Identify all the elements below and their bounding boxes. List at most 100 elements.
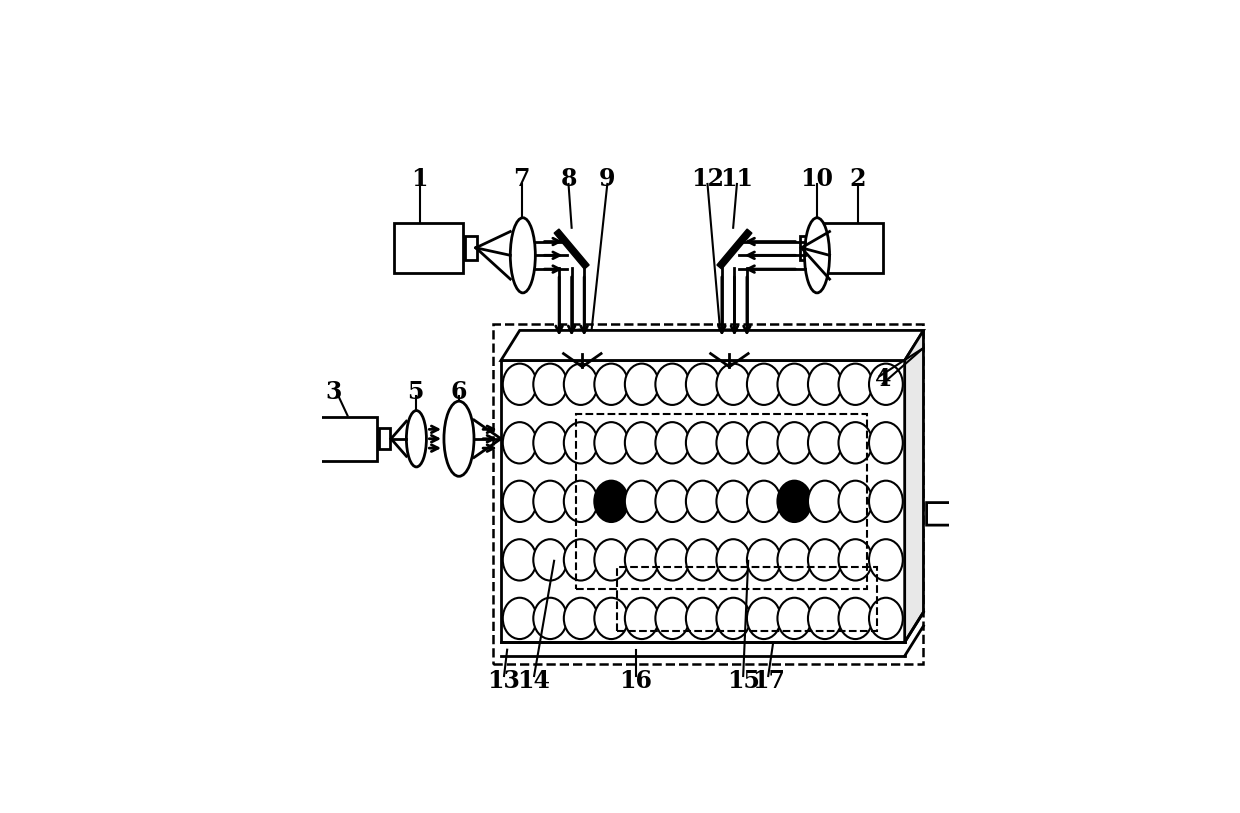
Polygon shape xyxy=(926,495,977,533)
Ellipse shape xyxy=(808,480,842,522)
Text: 17: 17 xyxy=(751,669,785,693)
Ellipse shape xyxy=(717,480,750,522)
Text: 3: 3 xyxy=(326,380,342,404)
Ellipse shape xyxy=(704,330,754,354)
Ellipse shape xyxy=(444,401,474,476)
Ellipse shape xyxy=(625,422,658,463)
Ellipse shape xyxy=(808,363,842,405)
Ellipse shape xyxy=(625,363,658,405)
Ellipse shape xyxy=(533,422,567,463)
Ellipse shape xyxy=(533,363,567,405)
Polygon shape xyxy=(905,330,924,642)
Ellipse shape xyxy=(564,598,598,639)
Ellipse shape xyxy=(557,330,608,354)
Ellipse shape xyxy=(717,422,750,463)
Text: 10: 10 xyxy=(801,167,833,191)
Ellipse shape xyxy=(746,598,781,639)
Ellipse shape xyxy=(533,598,567,639)
Bar xyxy=(378,428,389,450)
Ellipse shape xyxy=(502,480,537,522)
Ellipse shape xyxy=(746,363,781,405)
Polygon shape xyxy=(717,229,751,269)
Ellipse shape xyxy=(869,422,903,463)
Ellipse shape xyxy=(777,363,811,405)
Ellipse shape xyxy=(838,598,872,639)
Text: 9: 9 xyxy=(599,167,615,191)
Ellipse shape xyxy=(594,539,629,580)
Ellipse shape xyxy=(838,422,872,463)
Bar xyxy=(577,414,867,589)
Ellipse shape xyxy=(656,422,689,463)
Text: 5: 5 xyxy=(407,380,423,404)
Ellipse shape xyxy=(594,480,629,522)
Ellipse shape xyxy=(838,539,872,580)
Ellipse shape xyxy=(625,480,658,522)
Ellipse shape xyxy=(869,363,903,405)
Ellipse shape xyxy=(656,480,689,522)
Ellipse shape xyxy=(564,422,598,463)
Ellipse shape xyxy=(407,411,427,467)
Bar xyxy=(501,360,905,642)
Text: 6: 6 xyxy=(450,380,467,404)
Ellipse shape xyxy=(656,539,689,580)
Ellipse shape xyxy=(838,480,872,522)
Ellipse shape xyxy=(686,422,719,463)
Ellipse shape xyxy=(625,598,658,639)
Ellipse shape xyxy=(777,422,811,463)
Bar xyxy=(813,223,883,273)
Text: 7: 7 xyxy=(513,167,529,191)
Ellipse shape xyxy=(746,539,781,580)
Text: 8: 8 xyxy=(560,167,577,191)
Ellipse shape xyxy=(502,539,537,580)
Ellipse shape xyxy=(594,363,629,405)
Ellipse shape xyxy=(686,480,719,522)
Ellipse shape xyxy=(777,598,811,639)
Ellipse shape xyxy=(686,539,719,580)
Ellipse shape xyxy=(746,422,781,463)
Ellipse shape xyxy=(533,539,567,580)
Text: 16: 16 xyxy=(619,669,652,693)
Ellipse shape xyxy=(502,422,537,463)
Ellipse shape xyxy=(564,480,598,522)
Ellipse shape xyxy=(717,363,750,405)
Ellipse shape xyxy=(686,363,719,405)
Text: 4: 4 xyxy=(874,367,892,391)
Bar xyxy=(492,324,924,664)
Ellipse shape xyxy=(625,539,658,580)
Ellipse shape xyxy=(808,422,842,463)
Bar xyxy=(394,223,464,273)
Ellipse shape xyxy=(777,480,811,522)
Ellipse shape xyxy=(533,480,567,522)
Bar xyxy=(465,236,477,259)
Text: 12: 12 xyxy=(691,167,724,191)
Ellipse shape xyxy=(869,480,903,522)
Bar xyxy=(317,417,377,461)
Ellipse shape xyxy=(717,539,750,580)
Text: 14: 14 xyxy=(517,669,551,693)
Text: 2: 2 xyxy=(849,167,866,191)
Bar xyxy=(800,236,812,259)
Ellipse shape xyxy=(838,363,872,405)
Text: 11: 11 xyxy=(720,167,754,191)
Ellipse shape xyxy=(686,598,719,639)
Ellipse shape xyxy=(564,539,598,580)
Ellipse shape xyxy=(656,598,689,639)
Ellipse shape xyxy=(594,598,629,639)
Text: 15: 15 xyxy=(727,669,760,693)
Ellipse shape xyxy=(594,422,629,463)
Ellipse shape xyxy=(717,598,750,639)
Ellipse shape xyxy=(805,218,830,293)
Ellipse shape xyxy=(564,363,598,405)
Polygon shape xyxy=(501,330,924,360)
Ellipse shape xyxy=(746,480,781,522)
Ellipse shape xyxy=(502,363,537,405)
Ellipse shape xyxy=(511,218,536,293)
Text: 13: 13 xyxy=(487,669,521,693)
Ellipse shape xyxy=(808,539,842,580)
Ellipse shape xyxy=(656,363,689,405)
Ellipse shape xyxy=(869,598,903,639)
Bar xyxy=(616,567,877,631)
Ellipse shape xyxy=(869,539,903,580)
Ellipse shape xyxy=(808,598,842,639)
Text: 1: 1 xyxy=(412,167,428,191)
